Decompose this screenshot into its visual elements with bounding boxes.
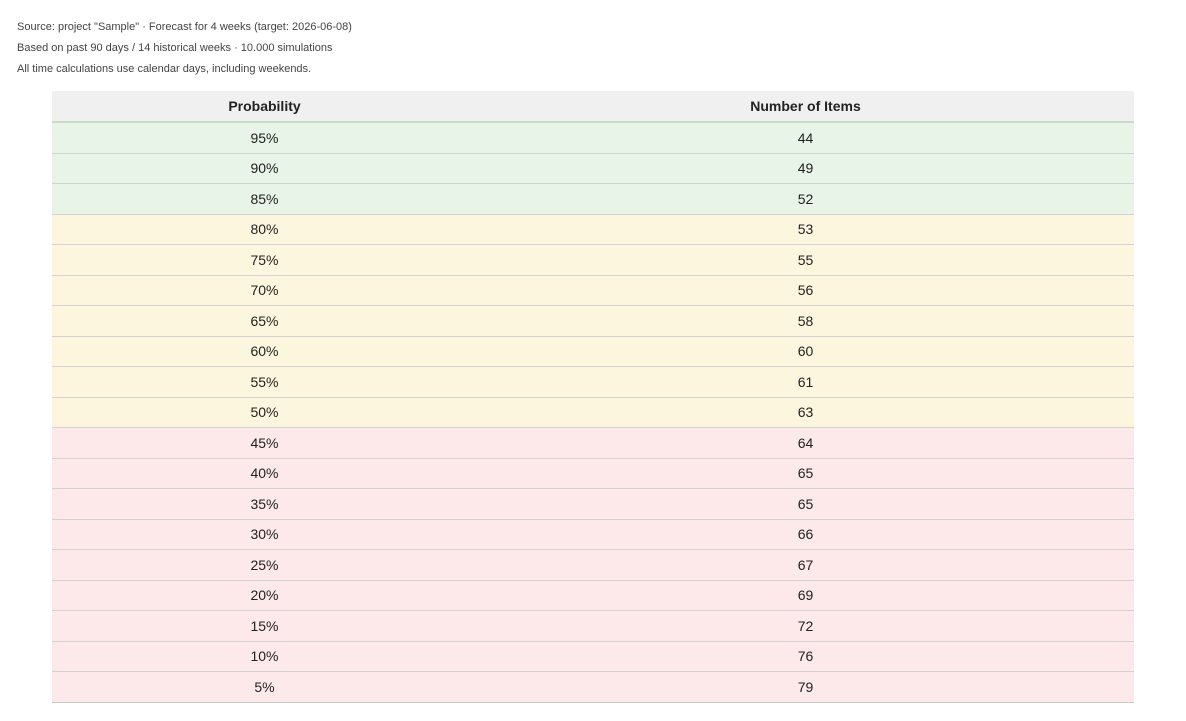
- items-cell: 56: [477, 274, 1134, 306]
- forecast-table: Probability Number of Items 95% 44 90% 49 85…: [52, 91, 1134, 703]
- table-row: 15% 72: [52, 610, 1134, 641]
- items-cell: 60: [477, 335, 1134, 367]
- items-cell: 61: [477, 366, 1134, 397]
- items-cell: 63: [477, 396, 1134, 428]
- probability-cell: 95%: [52, 121, 477, 153]
- table-row: 30% 66: [52, 518, 1134, 550]
- items-cell: 55: [477, 244, 1134, 275]
- table-row: 90% 49: [52, 152, 1134, 184]
- items-cell: 69: [477, 579, 1134, 611]
- items-cell: 58: [477, 305, 1134, 336]
- table-row: 85% 52: [52, 183, 1134, 214]
- items-cell: 52: [477, 183, 1134, 214]
- probability-cell: 45%: [52, 427, 477, 458]
- table-row: 60% 60: [52, 335, 1134, 367]
- table-row: 5% 79: [52, 671, 1134, 703]
- probability-cell: 40%: [52, 457, 477, 489]
- probability-cell: 15%: [52, 610, 477, 641]
- items-cell: 66: [477, 518, 1134, 550]
- table-row: 70% 56: [52, 274, 1134, 306]
- probability-cell: 35%: [52, 488, 477, 519]
- table-row: 20% 69: [52, 579, 1134, 611]
- source-line: Source: project "Sample" · Forecast for …: [17, 21, 352, 33]
- probability-cell: 80%: [52, 213, 477, 245]
- probability-cell: 85%: [52, 183, 477, 214]
- probability-cell: 25%: [52, 549, 477, 580]
- calendar-note: All time calculations use calendar days,…: [17, 63, 312, 75]
- probability-cell: 5%: [52, 671, 477, 703]
- forecast-meta: Source: project "Sample" · Forecast for …: [17, 17, 352, 80]
- forecast-table-container: Probability Number of Items 95% 44 90% 49 85…: [52, 91, 1134, 703]
- table-row: 35% 65: [52, 488, 1134, 519]
- basis-line: Based on past 90 days / 14 historical we…: [17, 42, 333, 54]
- items-cell: 67: [477, 549, 1134, 580]
- items-cell: 64: [477, 427, 1134, 458]
- items-cell: 76: [477, 640, 1134, 672]
- items-cell: 79: [477, 671, 1134, 703]
- probability-cell: 10%: [52, 640, 477, 672]
- table-body: 95% 44 90% 49 85% 52 80% 53 75% 55 70% 56 65% 58 60% 60…: [52, 121, 1134, 703]
- table-row: 45% 64: [52, 427, 1134, 458]
- table-row: 40% 65: [52, 457, 1134, 489]
- items-cell: 53: [477, 213, 1134, 245]
- items-cell: 44: [477, 121, 1134, 153]
- items-cell: 65: [477, 457, 1134, 489]
- table-row: 10% 76: [52, 640, 1134, 672]
- probability-cell: 70%: [52, 274, 477, 306]
- probability-cell: 20%: [52, 579, 477, 611]
- table-row: 80% 53: [52, 213, 1134, 245]
- items-cell: 49: [477, 152, 1134, 184]
- items-header: Number of Items: [477, 91, 1134, 123]
- table-row: 95% 44: [52, 121, 1134, 153]
- items-cell: 72: [477, 610, 1134, 641]
- items-cell: 65: [477, 488, 1134, 519]
- probability-cell: 50%: [52, 396, 477, 428]
- probability-cell: 30%: [52, 518, 477, 550]
- table-row: 65% 58: [52, 305, 1134, 336]
- table-header-row: Probability Number of Items: [52, 91, 1134, 123]
- table-row: 25% 67: [52, 549, 1134, 580]
- probability-cell: 60%: [52, 335, 477, 367]
- probability-cell: 75%: [52, 244, 477, 275]
- probability-cell: 65%: [52, 305, 477, 336]
- table-row: 75% 55: [52, 244, 1134, 275]
- probability-cell: 90%: [52, 152, 477, 184]
- table-row: 55% 61: [52, 366, 1134, 397]
- table-row: 50% 63: [52, 396, 1134, 428]
- probability-cell: 55%: [52, 366, 477, 397]
- probability-header: Probability: [52, 91, 477, 123]
